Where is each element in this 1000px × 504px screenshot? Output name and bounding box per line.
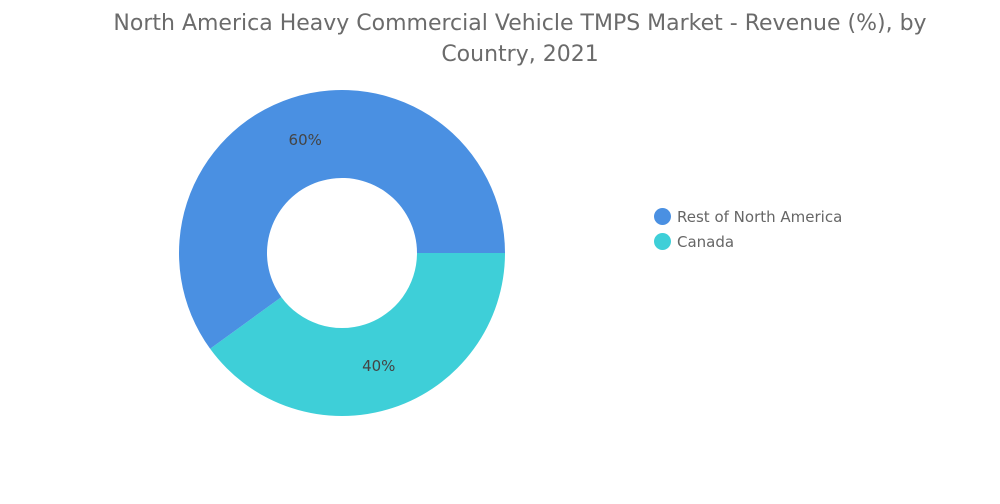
legend: Rest of North America Canada bbox=[654, 204, 842, 254]
slice-canada[interactable] bbox=[210, 253, 505, 416]
chart-title: North America Heavy Commercial Vehicle T… bbox=[113, 11, 927, 67]
data-label: 60% bbox=[289, 131, 322, 149]
legend-item-canada[interactable]: Canada bbox=[654, 229, 842, 254]
slice-rest-of-north-america[interactable] bbox=[179, 89, 505, 349]
legend-item-rest-of-north-america[interactable]: Rest of North America bbox=[654, 204, 842, 229]
legend-label: Canada bbox=[677, 232, 735, 251]
legend-label: Rest of North America bbox=[677, 207, 843, 226]
legend-swatch bbox=[654, 233, 671, 250]
data-label: 40% bbox=[362, 357, 395, 375]
legend-swatch bbox=[654, 208, 671, 225]
